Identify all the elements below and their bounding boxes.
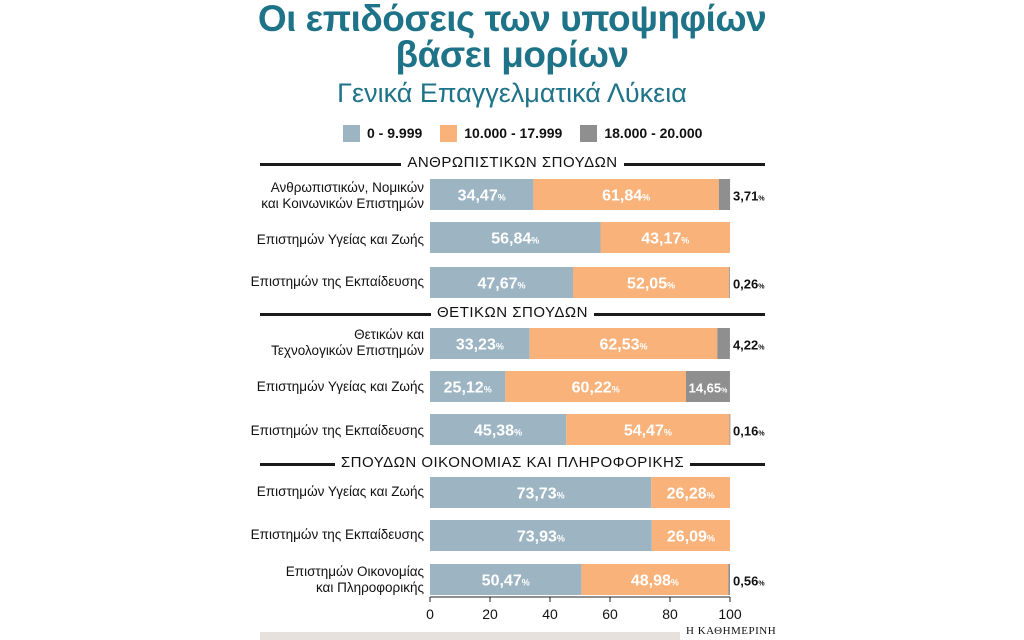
bar-label-g2-r2-s2: 60,22% <box>572 380 620 397</box>
row-label-g3-r2: Επιστημών της Εκπαίδευσης <box>250 527 424 542</box>
bar-g2-r1-s1 <box>430 328 530 359</box>
legend-swatch-high <box>580 124 598 142</box>
bar-g2-r2-s2 <box>505 371 687 402</box>
footer-strip <box>260 632 680 640</box>
section-label-1: ΑΝΘΡΩΠΙΣΤΙΚΩΝ ΣΠΟΥΔΩΝ <box>260 154 765 171</box>
bar-g3-r3-s3 <box>728 564 731 595</box>
bar-g2-r3-s3 <box>729 414 731 445</box>
legend-item-high: 18.000 - 20.000 <box>580 124 703 142</box>
section-label-2: ΘΕΤΙΚΩΝ ΣΠΟΥΔΩΝ <box>260 304 765 321</box>
bar-label-g3-r3-s2: 48,98% <box>631 573 679 590</box>
bar-g2-r1-s3 <box>717 328 730 359</box>
bar-label-g2-r1-s3: 4,22% <box>733 338 765 353</box>
row-label-g2-r3: Επιστημών της Εκπαίδευσης <box>250 423 424 438</box>
bar-label-g2-r1-s2: 62,53% <box>599 337 647 354</box>
bar-label-g2-r3-s1: 45,38% <box>474 423 522 440</box>
bar-g1-r1-s2 <box>533 179 719 210</box>
chart-title-line-2: βάσει μορίων <box>395 34 629 75</box>
section-label-3: ΣΠΟΥΔΩΝ ΟΙΚΟΝΟΜΙΑΣ ΚΑΙ ΠΛΗΡΟΦΟΡΙΚΗΣ <box>260 454 765 471</box>
bar-g3-r3-s2 <box>581 564 729 595</box>
x-tick-label-3: 60 <box>602 606 618 622</box>
bar-label-g3-r2-s2: 26,09% <box>667 529 715 546</box>
bar-label-g1-r1-s1: 34,47% <box>458 188 506 205</box>
legend-item-mid: 10.000 - 17.999 <box>440 124 563 142</box>
row-label-g1-r1: Ανθρωπιστικών, Νομικών και Κοινωνικών Επι… <box>261 180 424 211</box>
source-credit: Η ΚΑΘΗΜΕΡΙΝΗ <box>686 625 777 637</box>
bar-g2-r1-s2 <box>529 328 718 359</box>
legend-swatch-low <box>343 124 360 142</box>
bar-label-g3-r1-s2: 26,28% <box>667 486 715 503</box>
bar-g1-r2-s1 <box>430 222 601 253</box>
bar-g1-r2-s2 <box>600 222 731 253</box>
row-label-g2-r2: Επιστημών Υγείας και Ζωής <box>256 379 424 394</box>
bar-label-g3-r3-s3: 0,56% <box>733 574 765 589</box>
row-label-g1-r2: Επιστημών Υγείας και Ζωής <box>256 232 424 247</box>
bar-label-g2-r3-s3: 0,16% <box>733 424 765 439</box>
bar-g2-r2-s3 <box>686 371 730 402</box>
bar-g3-r1-s2 <box>651 477 731 508</box>
chart-legend: 0 - 9.999 10.000 - 17.999 18.000 - 20.00… <box>343 124 720 142</box>
x-tick-label-2: 40 <box>542 606 558 622</box>
row-label-g2-r1: Θετικών και Τεχνολογικών Επιστημών <box>271 327 424 358</box>
bar-label-g2-r2-s1: 25,12% <box>444 380 492 397</box>
bar-g2-r3-s2 <box>566 414 730 445</box>
bar-g2-r3-s1 <box>430 414 567 445</box>
bar-label-g3-r3-s1: 50,47% <box>482 573 530 590</box>
bar-label-g1-r2-s2: 43,17% <box>641 231 689 248</box>
bar-label-g1-r1-s2: 61,84% <box>602 188 650 205</box>
x-tick-label-5: 100 <box>718 606 742 622</box>
x-tick-label-1: 20 <box>482 606 498 622</box>
bar-g1-r1-s1 <box>430 179 534 210</box>
legend-item-low: 0 - 9.999 <box>343 124 423 142</box>
bar-g1-r3-s2 <box>573 267 730 298</box>
legend-label-low: 0 - 9.999 <box>367 125 423 141</box>
bar-label-g2-r2-s3: 14,65% <box>689 381 729 396</box>
bar-label-g2-r1-s1: 33,23% <box>456 337 504 354</box>
bar-label-g1-r3-s3: 0,26% <box>733 277 765 292</box>
row-label-g3-r3: Επιστημών Οικονομίας και Πληροφορικής <box>285 564 424 595</box>
row-label-g3-r1: Επιστημών Υγείας και Ζωής <box>256 484 424 499</box>
bar-label-g2-r3-s2: 54,47% <box>624 423 672 440</box>
x-tick-label-0: 0 <box>426 606 434 622</box>
bar-g3-r1-s1 <box>430 477 652 508</box>
x-tick-label-4: 80 <box>662 606 678 622</box>
bar-g3-r2-s1 <box>430 520 652 551</box>
bar-label-g1-r2-s1: 56,84% <box>491 231 539 248</box>
bar-label-g3-r2-s1: 73,93% <box>517 529 565 546</box>
bar-g1-r1-s3 <box>718 179 731 210</box>
chart-subtitle: Γενικά Επαγγελματικά Λύκεια <box>337 78 687 108</box>
bar-g2-r2-s1 <box>430 371 506 402</box>
bar-g1-r3-s1 <box>430 267 574 298</box>
legend-label-mid: 10.000 - 17.999 <box>464 125 563 141</box>
bar-label-g1-r3-s1: 47,67% <box>477 276 525 293</box>
bar-label-g1-r3-s2: 52,05% <box>627 276 675 293</box>
bar-label-g1-r1-s3: 3,71% <box>733 189 765 204</box>
bar-g1-r3-s3 <box>729 267 730 298</box>
legend-swatch-mid <box>440 124 458 142</box>
bar-g3-r2-s2 <box>651 520 731 551</box>
bar-label-g3-r1-s1: 73,73% <box>517 486 565 503</box>
row-label-g1-r3: Επιστημών της Εκπαίδευσης <box>250 274 424 289</box>
bar-g3-r3-s1 <box>430 564 582 595</box>
legend-label-high: 18.000 - 20.000 <box>604 125 703 141</box>
chart-title-line-1: Οι επιδόσεις των υποψηφίων <box>257 0 767 39</box>
